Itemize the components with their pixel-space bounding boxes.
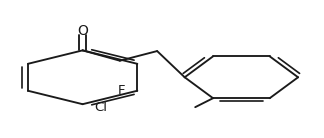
Text: F: F bbox=[118, 83, 125, 97]
Text: O: O bbox=[77, 24, 88, 38]
Text: Cl: Cl bbox=[94, 101, 107, 114]
